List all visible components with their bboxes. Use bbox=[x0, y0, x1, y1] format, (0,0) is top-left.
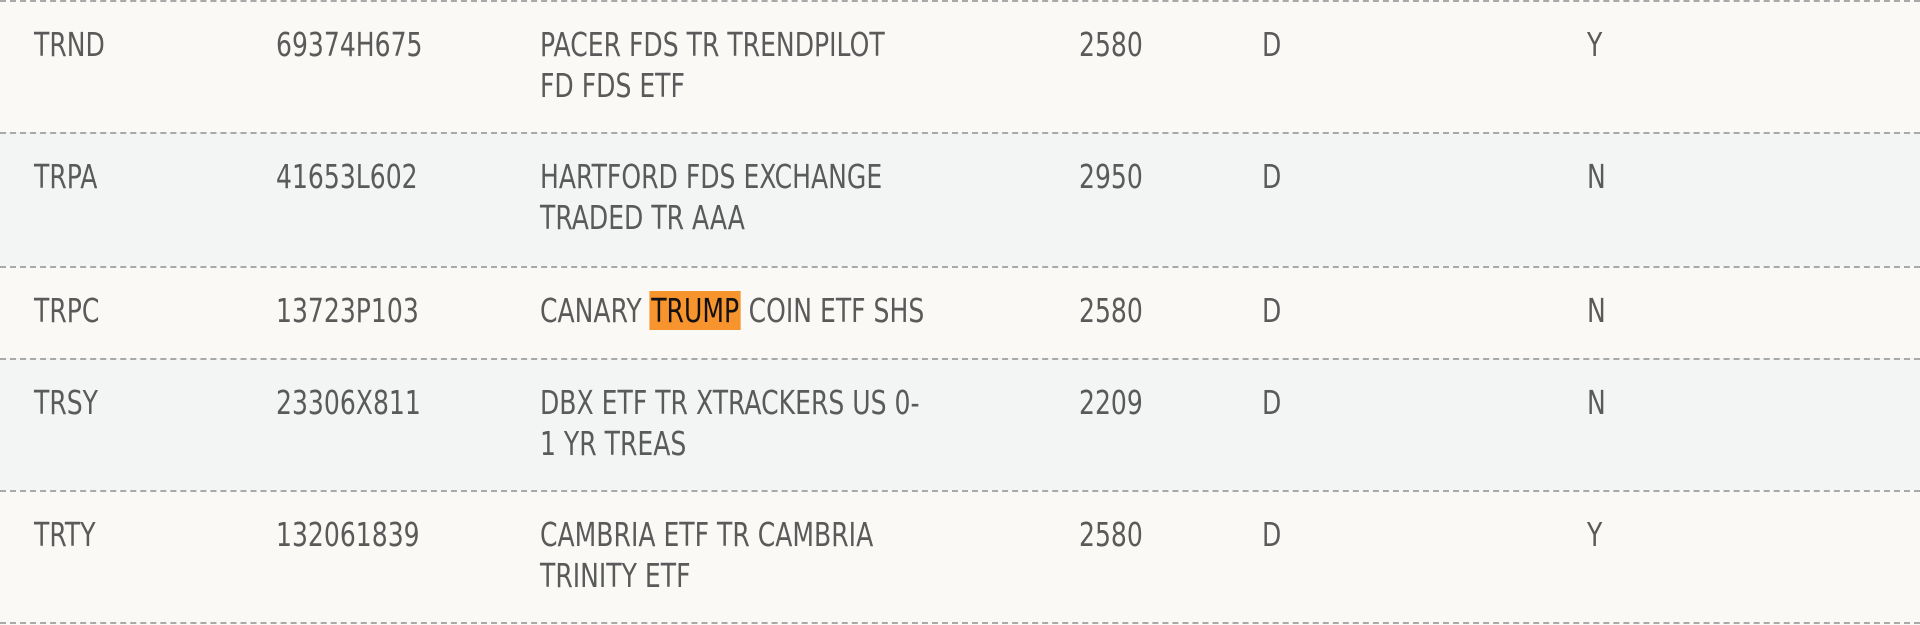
code: 2209 bbox=[1079, 383, 1143, 422]
name-line: TRINITY ETF bbox=[540, 556, 691, 595]
name-cell: CAMBRIA ETF TR CAMBRIA TRINITY ETF bbox=[540, 514, 978, 596]
type: D bbox=[1262, 25, 1282, 64]
name-line: 1 YR TREAS bbox=[540, 424, 687, 463]
symbol: TRPA bbox=[34, 157, 98, 196]
code-cell: 2580 bbox=[1079, 24, 1163, 65]
flag-cell: Y bbox=[1587, 24, 1607, 65]
code: 2580 bbox=[1079, 25, 1143, 64]
code: 2950 bbox=[1079, 157, 1143, 196]
code-cell: 2580 bbox=[1079, 290, 1163, 331]
symbol-cell: TRPC bbox=[34, 290, 120, 331]
name-cell: DBX ETF TR XTRACKERS US 0- 1 YR TREAS bbox=[540, 382, 1039, 464]
symbol: TRPC bbox=[34, 291, 100, 330]
flag-cell: N bbox=[1587, 290, 1612, 331]
table-row: TRTY 132061839 CAMBRIA ETF TR CAMBRIA TR… bbox=[0, 490, 1920, 624]
name-line: CAMBRIA ETF TR CAMBRIA bbox=[540, 515, 874, 554]
cusip: 69374H675 bbox=[276, 25, 423, 64]
type-cell: D bbox=[1262, 156, 1287, 197]
cusip: 132061839 bbox=[276, 515, 420, 554]
flag-cell: N bbox=[1587, 382, 1612, 423]
name-cell: CANARY TRUMP COIN ETF SHS bbox=[540, 290, 1046, 331]
flag: Y bbox=[1587, 25, 1603, 64]
table-row: TRND 69374H675 PACER FDS TR TRENDPILOT F… bbox=[0, 0, 1920, 132]
type: D bbox=[1262, 157, 1282, 196]
cusip: 41653L602 bbox=[276, 157, 418, 196]
symbol: TRND bbox=[34, 25, 105, 64]
symbol: TRSY bbox=[34, 383, 98, 422]
cusip: 23306X811 bbox=[276, 383, 421, 422]
name-line: TRADED TR AAA bbox=[540, 198, 745, 237]
cusip-cell: 69374H675 bbox=[276, 24, 469, 65]
symbol-cell: TRSY bbox=[34, 382, 118, 423]
symbol-cell: TRTY bbox=[34, 514, 115, 555]
name-line: CANARY TRUMP COIN ETF SHS bbox=[540, 290, 924, 331]
table-row: TRSY 23306X811 DBX ETF TR XTRACKERS US 0… bbox=[0, 358, 1920, 490]
flag: N bbox=[1587, 291, 1606, 330]
cusip-cell: 23306X811 bbox=[276, 382, 467, 423]
code: 2580 bbox=[1079, 291, 1143, 330]
name-line: HARTFORD FDS EXCHANGE bbox=[540, 157, 883, 196]
name-cell: PACER FDS TR TRENDPILOT FD FDS ETF bbox=[540, 24, 994, 106]
type: D bbox=[1262, 291, 1282, 330]
cusip: 13723P103 bbox=[276, 291, 419, 330]
search-highlight: TRUMP bbox=[649, 291, 741, 330]
type: D bbox=[1262, 383, 1282, 422]
type-cell: D bbox=[1262, 514, 1287, 555]
symbol-cell: TRND bbox=[34, 24, 127, 65]
flag: N bbox=[1587, 157, 1606, 196]
table-row: TRPC 13723P103 CANARY TRUMP COIN ETF SHS… bbox=[0, 266, 1920, 358]
code-cell: 2209 bbox=[1079, 382, 1163, 423]
type-cell: D bbox=[1262, 382, 1287, 423]
flag: N bbox=[1587, 383, 1606, 422]
symbol-cell: TRPA bbox=[34, 156, 117, 197]
type-cell: D bbox=[1262, 290, 1287, 331]
name-text: COIN ETF SHS bbox=[740, 291, 925, 330]
cusip-cell: 13723P103 bbox=[276, 290, 464, 331]
cusip-cell: 41653L602 bbox=[276, 156, 462, 197]
symbol: TRTY bbox=[34, 515, 96, 554]
name-text: CANARY bbox=[540, 291, 650, 330]
name-line: FD FDS ETF bbox=[540, 66, 685, 105]
type-cell: D bbox=[1262, 24, 1287, 65]
code-cell: 2950 bbox=[1079, 156, 1163, 197]
code: 2580 bbox=[1079, 515, 1143, 554]
cusip-cell: 132061839 bbox=[276, 514, 465, 555]
name-line: PACER FDS TR TRENDPILOT bbox=[540, 25, 885, 64]
flag-cell: N bbox=[1587, 156, 1612, 197]
flag: Y bbox=[1587, 515, 1603, 554]
type: D bbox=[1262, 515, 1282, 554]
name-line: DBX ETF TR XTRACKERS US 0- bbox=[540, 383, 920, 422]
name-cell: HARTFORD FDS EXCHANGE TRADED TR AAA bbox=[540, 156, 990, 238]
code-cell: 2580 bbox=[1079, 514, 1163, 555]
table-row: TRPA 41653L602 HARTFORD FDS EXCHANGE TRA… bbox=[0, 132, 1920, 266]
flag-cell: Y bbox=[1587, 514, 1607, 555]
